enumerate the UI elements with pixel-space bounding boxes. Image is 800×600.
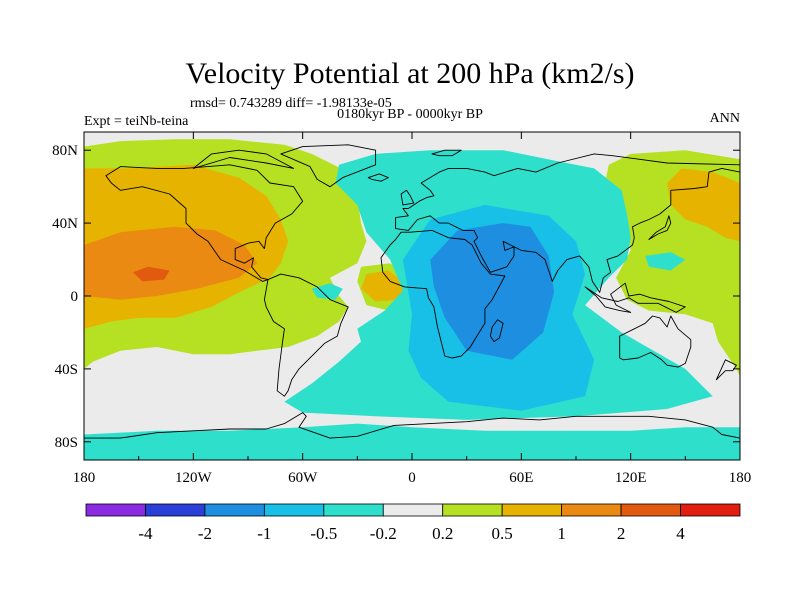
colorbar-label: 2 (617, 524, 626, 543)
coastline-svalbard (431, 149, 462, 157)
x-tick-label: 120W (175, 470, 213, 486)
colorbar-swatch (561, 503, 622, 517)
y-tick-label: 80N (52, 143, 78, 159)
season-label: ANN (710, 111, 740, 126)
colorbar-label: 4 (676, 524, 685, 543)
coastline-eurasia (395, 153, 740, 293)
colorbar-label: -0.5 (310, 524, 337, 543)
colorbar-swatch (323, 503, 384, 517)
colorbar-label: 0.2 (432, 524, 453, 543)
contour-neg-1-core (430, 223, 555, 360)
contour-pos-1-asia (667, 168, 740, 242)
colorbar-swatch (85, 503, 146, 517)
colorbar-swatch (620, 503, 681, 517)
contour-pos-4-pacific (133, 266, 170, 282)
coastline-south-america (263, 273, 349, 397)
coastline-antarctica (84, 412, 740, 460)
colorbar-label: -1 (257, 524, 271, 543)
colorbar-swatch (382, 503, 444, 517)
coastline-japan (648, 215, 672, 240)
experiment-label: Expt = teiNb-teina (84, 114, 189, 129)
colorbar-label: 1 (557, 524, 566, 543)
x-tick-label: 120E (615, 470, 647, 486)
y-tick-label: 80S (55, 435, 78, 451)
chart-title: Velocity Potential at 200 hPa (km2/s) (185, 57, 634, 90)
colorbar-label: 0.5 (492, 524, 513, 543)
colorbar-swatch (501, 503, 563, 517)
coastline-canadian-arctic (192, 149, 295, 169)
y-tick-label: 40N (52, 216, 78, 232)
coastlines (84, 144, 740, 460)
colorbar-swatch (145, 503, 206, 517)
contour-neg-02-brazil (311, 283, 343, 300)
contour-fields (84, 132, 740, 460)
y-tick-label: 0 (71, 289, 79, 305)
colorbar-swatch (680, 503, 741, 517)
coastline-indonesia (584, 282, 686, 313)
coastline-africa (380, 229, 506, 359)
x-tick-label: 60E (509, 470, 533, 486)
colorbar-swatch (263, 503, 325, 517)
coastline-madagascar (489, 319, 504, 343)
period-label: 0180kyr BP - 0000kyr BP (337, 107, 483, 122)
coastline-british-isles (400, 189, 415, 206)
contour-pos-2-pacific (84, 226, 258, 300)
coastline-new-zealand (715, 359, 737, 381)
coastline-iceland (367, 173, 389, 182)
x-tick-label: 60W (288, 470, 318, 486)
coastline-greenland (280, 144, 377, 188)
coastline-north-america (105, 164, 304, 282)
colorbar-swatch (204, 503, 265, 517)
y-tick-label: 40S (55, 362, 78, 378)
coastline-australia (619, 315, 692, 368)
colorbar-label: -0.2 (370, 524, 397, 543)
x-tick-label: 0 (408, 470, 416, 486)
stats-line: rmsd= 0.743289 diff= -1.98133e-05 (190, 96, 392, 111)
colorbar: -4 -2 -1 -0.5 -0.2 0.2 0.5 1 2 4 (85, 503, 741, 543)
x-tick-label: 180 (73, 470, 96, 486)
colorbar-label: -4 (138, 524, 153, 543)
colorbar-label: -2 (198, 524, 212, 543)
x-axis: 180 120W 60W 0 60E 120E 180 (73, 132, 752, 486)
x-tick-label: 180 (729, 470, 752, 486)
colorbar-swatch (442, 503, 503, 517)
y-axis: 80N 40N 0 40S 80S (52, 143, 740, 451)
contour-neg-02-antarctic (84, 423, 740, 460)
contour-neg-02-pacific (645, 252, 686, 271)
contour-pos-1-atlantic (361, 270, 403, 302)
